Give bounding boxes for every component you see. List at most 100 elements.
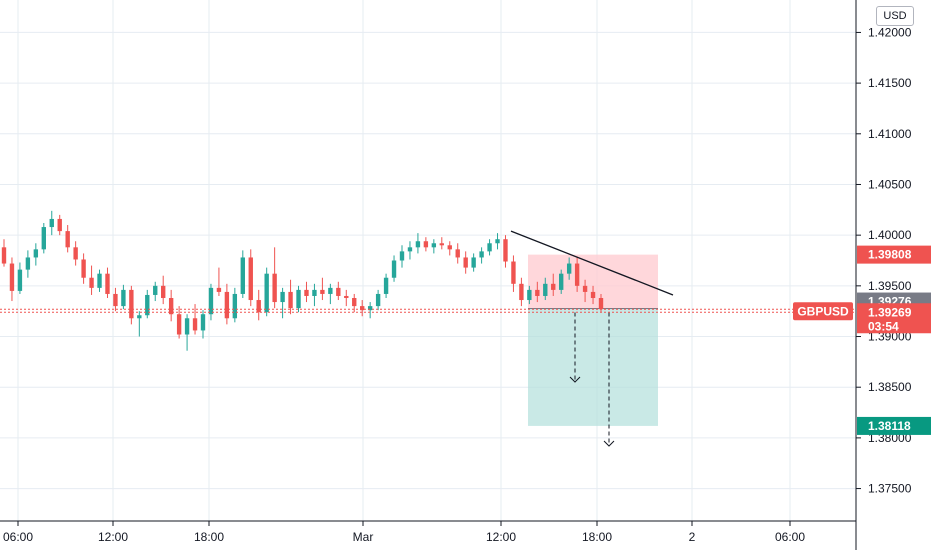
x-tick-label: 18:00: [194, 530, 224, 544]
candle-body: [360, 306, 365, 311]
current-price-badge-countdown: 03:54: [868, 319, 899, 333]
candle-body: [415, 241, 421, 248]
chart-drawings[interactable]: [0, 230, 856, 447]
candle-body: [49, 218, 54, 228]
candle-body: [65, 231, 70, 248]
candle-body: [328, 287, 333, 294]
price-axis[interactable]: 1.42000 1.41500 1.41000 1.40500 1.40000 1.395…: [855, 0, 912, 550]
y-tick-label: 1.41500: [868, 76, 912, 90]
chart-grid: [0, 0, 856, 521]
candle-body: [431, 243, 437, 248]
current-price-badge-text: 1.39269: [868, 305, 912, 319]
projection-arrow-2-head: [603, 440, 615, 447]
y-tick-label: 1.37500: [868, 482, 912, 496]
candle-body: [168, 298, 174, 315]
time-axis[interactable]: 06:00 12:00 18:00 Mar 12:00 18:00 2 06:00: [0, 520, 856, 544]
candle-body: [73, 247, 78, 260]
candle-body: [375, 293, 381, 307]
candle-body: [232, 293, 238, 319]
candle-body: [519, 283, 524, 301]
candle-body: [455, 249, 460, 258]
candle-body: [471, 257, 476, 268]
symbol-badge-text: GBPUSD: [797, 304, 849, 318]
x-tick-label: Mar: [353, 530, 374, 544]
candle-body: [280, 291, 285, 303]
candle-body: [113, 293, 118, 307]
x-tick-label: 18:00: [582, 530, 612, 544]
take-profit-zone[interactable]: [528, 308, 658, 426]
stop-price-badge: [857, 245, 931, 264]
candle-body: [352, 298, 357, 307]
candle-body: [566, 263, 572, 274]
symbol-badge: [793, 302, 853, 321]
candle-body: [367, 306, 373, 311]
candle-body: [1, 247, 7, 264]
y-tick-label: 1.40000: [868, 228, 912, 242]
candle-body: [256, 300, 261, 313]
y-tick-label: 1.38500: [868, 380, 912, 394]
candle-body: [551, 283, 556, 290]
x-tick-label: 12:00: [486, 530, 516, 544]
y-tick-label: 1.42000: [868, 25, 912, 39]
currency-badge[interactable]: USD: [876, 6, 914, 26]
candle-body: [121, 289, 126, 307]
candle-body: [304, 289, 309, 296]
candle-body: [479, 251, 484, 258]
candle-body: [41, 227, 46, 250]
candle-body: [574, 263, 580, 286]
candle-body: [407, 247, 413, 252]
candle-body: [582, 285, 588, 292]
candle-body: [543, 283, 548, 296]
candle-body: [25, 257, 31, 270]
candle-body: [336, 287, 341, 296]
candle-body: [447, 245, 452, 250]
candle-body: [439, 243, 444, 246]
candle-body: [137, 315, 142, 319]
candle-body: [89, 277, 94, 288]
projection-arrow-1-head: [569, 376, 581, 383]
candle-body: [399, 251, 405, 261]
candle-body: [176, 314, 182, 335]
candle-body: [161, 285, 166, 299]
position-zones[interactable]: [528, 254, 658, 426]
candle-body: [81, 259, 86, 278]
candle-body: [559, 273, 564, 290]
candle-body: [535, 289, 540, 296]
candle-body: [264, 273, 269, 313]
candle-body: [248, 257, 253, 301]
candle-body: [97, 273, 102, 288]
y-tick-label: 1.39500: [868, 279, 912, 293]
candle-body: [312, 289, 317, 296]
candle-body: [145, 294, 150, 316]
candle-body: [511, 261, 516, 284]
x-tick-label: 2: [689, 530, 696, 544]
candle-body: [184, 318, 190, 335]
candle-body: [129, 289, 134, 319]
candle-body: [598, 298, 604, 310]
candle-body: [590, 291, 596, 299]
trend-line[interactable]: [510, 230, 674, 296]
candle-body: [503, 239, 508, 262]
candle-body: [216, 287, 222, 292]
candle-body: [153, 285, 158, 295]
candle-body: [57, 218, 62, 232]
y-tick-label: 1.40500: [868, 177, 912, 191]
candle-body: [344, 295, 349, 299]
candle-body: [240, 257, 245, 294]
candle-body: [296, 289, 301, 309]
candle-body: [487, 243, 492, 252]
candle-body: [105, 273, 110, 294]
candle-body: [200, 314, 206, 331]
candle-body: [208, 287, 214, 315]
candle-body: [17, 269, 23, 291]
candle-body: [192, 318, 198, 331]
candle-body: [9, 263, 15, 291]
target-price-badge-text: 1.38118: [868, 419, 911, 433]
stop-price-badge-text: 1.39808: [868, 248, 912, 262]
candle-body: [463, 257, 468, 268]
candle-body: [33, 249, 39, 258]
candle-body: [272, 273, 277, 303]
candle-body: [527, 289, 532, 301]
